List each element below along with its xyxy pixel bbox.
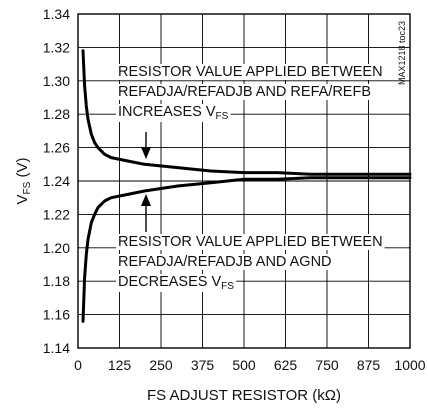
x-tick-label: 875: [357, 357, 381, 373]
x-tick-label: 0: [74, 357, 82, 373]
upper-arrow-head: [141, 147, 151, 159]
series-line-1: [81, 49, 412, 176]
lower-annotation-line3: DECREASES VFS: [118, 274, 234, 292]
lower-annotation-line1: RESISTOR VALUE APPLIED BETWEEN: [118, 234, 383, 250]
upper-annotation-line3-sub: FS: [216, 111, 229, 122]
y-axis-title: VFS (V): [14, 158, 33, 205]
upper-annotation-line1: RESISTOR VALUE APPLIED BETWEEN: [118, 64, 383, 80]
annotations: RESISTOR VALUE APPLIED BETWEEN REFADJA/R…: [116, 64, 385, 292]
y-tick-label: 1.22: [43, 206, 70, 222]
lower-arrow-head: [141, 194, 151, 206]
tick-labels: 0 125 250 375 500 625 750 875 1000 1.34 1.32 1.30 1.…: [43, 6, 426, 373]
series-line-2: [81, 176, 412, 323]
lower-annotation-line2: REFADJA/REFADJB AND AGND: [118, 254, 332, 270]
figure-tag: MAX1218 toc23: [397, 21, 407, 85]
y-tick-label: 1.28: [43, 106, 70, 122]
x-tick-label: 750: [315, 357, 339, 373]
annotation-background: [116, 64, 385, 80]
annotation-background: [116, 84, 373, 100]
x-tick-label: 1000: [394, 357, 425, 373]
annotation-background: [116, 234, 385, 250]
x-tick-label: 250: [149, 357, 173, 373]
lower-annotation-line3-main: DECREASES V: [118, 274, 221, 290]
y-axis-title-suffix: (V): [14, 158, 31, 182]
annotation-background: [116, 274, 237, 292]
y-tick-label: 1.16: [43, 307, 70, 323]
series: [81, 49, 412, 323]
y-axis-title-main: V: [14, 194, 31, 204]
x-tick-label: 375: [191, 357, 215, 373]
upper-annotation-line2: REFADJA/REFADJB AND REFA/REFB: [118, 84, 371, 100]
lower-annotation-line3-sub: FS: [221, 281, 234, 292]
annotation-background: [116, 104, 231, 122]
annotation-background: [116, 254, 334, 270]
y-tick-label: 1.32: [43, 39, 70, 55]
y-tick-label: 1.18: [43, 273, 70, 289]
y-axis-title-sub: FS: [22, 181, 33, 194]
y-tick-label: 1.30: [43, 73, 70, 89]
y-tick-label: 1.26: [43, 140, 70, 156]
x-axis-title: FS ADJUST RESISTOR (kΩ): [147, 387, 341, 404]
y-tick-label: 1.14: [43, 340, 70, 356]
upper-annotation-line3-main: INCREASES V: [118, 104, 216, 120]
x-tick-label: 625: [274, 357, 298, 373]
y-tick-label: 1.24: [43, 173, 70, 189]
upper-annotation-line3: INCREASES VFS: [118, 104, 229, 122]
x-tick-label: 500: [232, 357, 256, 373]
y-tick-label: 1.34: [43, 6, 70, 22]
x-tick-label: 125: [108, 357, 132, 373]
y-tick-label: 1.20: [43, 240, 70, 256]
